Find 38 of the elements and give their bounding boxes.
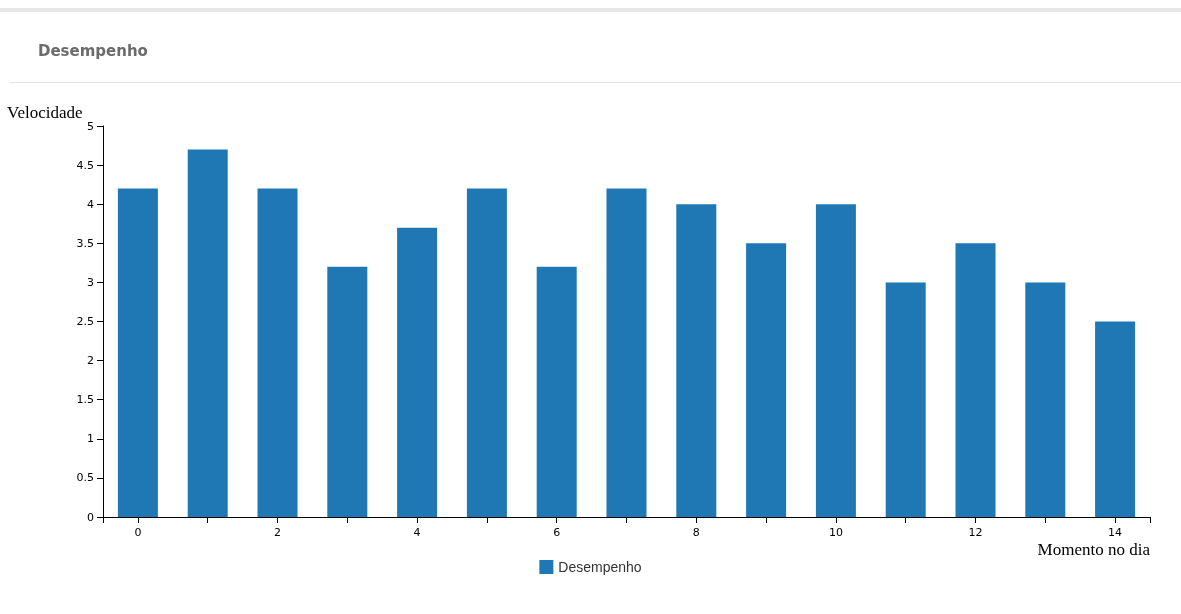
- x-tick-label: 6: [553, 526, 561, 539]
- bar: [676, 204, 717, 517]
- y-axis-title: Velocidade: [7, 102, 83, 122]
- x-tick-label: 8: [692, 526, 700, 539]
- x-tick-label: 2: [274, 526, 281, 539]
- bar: [885, 282, 926, 517]
- bar: [466, 188, 507, 517]
- y-tick-label: 3: [87, 275, 94, 289]
- y-tick-label: 5: [87, 119, 94, 133]
- bar: [1095, 321, 1136, 517]
- bar: [327, 266, 368, 517]
- y-tick-label: 2: [87, 354, 94, 368]
- x-tick-label: 10: [828, 526, 843, 539]
- y-tick-label: 4: [87, 197, 94, 211]
- y-tick-label: 1.5: [76, 393, 94, 407]
- x-axis-title: Momento no dia: [1037, 540, 1151, 559]
- bar: [397, 227, 438, 517]
- bar: [536, 266, 577, 517]
- x-tick-label: 12: [968, 526, 983, 539]
- bar: [257, 188, 298, 517]
- bar: [606, 188, 647, 517]
- x-tick-label: 0: [134, 526, 142, 539]
- chart-title: Desempenho: [38, 41, 148, 60]
- y-tick-label: 3.5: [76, 236, 94, 250]
- bar: [815, 204, 856, 517]
- y-tick-label: 2.5: [76, 315, 94, 328]
- y-tick-label: 0.5: [76, 471, 94, 485]
- bar: [117, 188, 158, 517]
- bar: [1025, 282, 1066, 517]
- y-tick-label: 0: [87, 510, 94, 524]
- legend-label: Desempenho: [558, 559, 642, 575]
- bar: [187, 149, 228, 517]
- x-tick-label: 14: [1108, 526, 1123, 539]
- y-tick-label: 4.5: [76, 158, 94, 172]
- y-tick-label: 1: [87, 432, 94, 446]
- bar: [955, 243, 996, 517]
- bar: [746, 243, 787, 517]
- x-tick-label: 4: [413, 526, 421, 539]
